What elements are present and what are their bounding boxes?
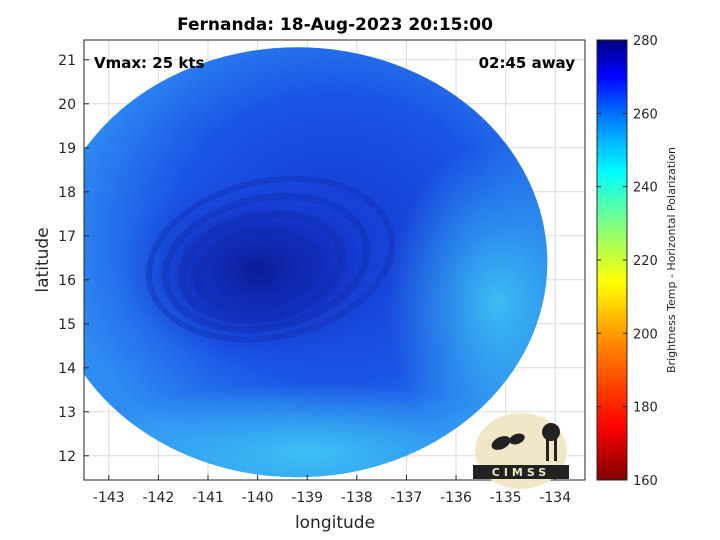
colorbar-tick-label: 220	[633, 254, 658, 269]
colorbar-tick-label: 260	[633, 107, 658, 122]
y-axis: 21 20 19 18 17 16 15 14 13 12	[58, 53, 89, 465]
x-tick-label: -139	[291, 490, 323, 506]
colorbar-tick-label: 160	[633, 474, 658, 489]
y-tick-label: 14	[58, 361, 76, 377]
x-tick-label: -134	[539, 490, 571, 506]
x-axis: -143 -142 -141 -140 -139 -138 -137 -136 -135 -134	[93, 475, 571, 506]
y-tick-label: 15	[58, 317, 76, 333]
x-tick-label: -137	[391, 490, 423, 506]
tower-leg-icon	[546, 439, 549, 461]
y-tick-label: 17	[58, 229, 76, 245]
rain-band	[146, 175, 395, 343]
water-tower-icon	[542, 423, 560, 441]
y-tick-label: 20	[58, 97, 76, 113]
tower-leg-icon	[554, 439, 557, 461]
x-tick-label: -135	[490, 490, 522, 506]
rain-band	[177, 210, 346, 324]
colorbar-tick-label: 200	[633, 327, 658, 342]
warm-region-east	[387, 142, 548, 463]
cimss-logo: CIMSS	[473, 413, 569, 489]
y-tick-label: 21	[58, 53, 76, 69]
x-tick-label: -143	[93, 490, 125, 506]
y-tick-label: 12	[58, 449, 76, 465]
y-tick-label: 19	[58, 141, 76, 157]
x-tick-label: -136	[440, 490, 472, 506]
y-tick-label: 16	[58, 273, 76, 289]
rain-bands	[146, 175, 395, 343]
colorbar-tick-label: 240	[633, 181, 658, 196]
y-axis-label: latitude	[33, 227, 53, 292]
x-tick-label: -140	[242, 490, 274, 506]
axes-frame	[83, 39, 586, 481]
colorbar-tick-label: 180	[633, 401, 658, 416]
satellite-dish-icon	[491, 436, 511, 450]
y-tick-label: 13	[58, 405, 76, 421]
colorbar	[596, 39, 628, 481]
x-tick-label: -142	[143, 490, 175, 506]
logo-banner	[473, 465, 569, 479]
x-axis-label: longitude	[295, 513, 375, 533]
time-away-annotation: 02:45 away	[479, 54, 576, 72]
logo-text: CIMSS	[492, 466, 550, 479]
vmax-annotation: Vmax: 25 kts	[94, 54, 204, 72]
swath-layer	[84, 47, 548, 478]
colorbar-label: Brightness Temp - Horizontal Polarizatio…	[665, 147, 678, 373]
colorbar-ticks: 280 260 240 220 200 180 160	[597, 34, 658, 489]
colorbar-tick-label: 280	[633, 34, 658, 49]
rain-band	[193, 227, 322, 315]
x-tick-label: -138	[341, 490, 373, 506]
chart-title: Fernanda: 18-Aug-2023 20:15:00	[177, 15, 493, 35]
rain-band	[161, 192, 371, 334]
x-tick-label: -141	[192, 490, 224, 506]
y-tick-label: 18	[58, 185, 76, 201]
satellite-dish-icon	[509, 433, 525, 445]
storm-core	[117, 176, 398, 366]
